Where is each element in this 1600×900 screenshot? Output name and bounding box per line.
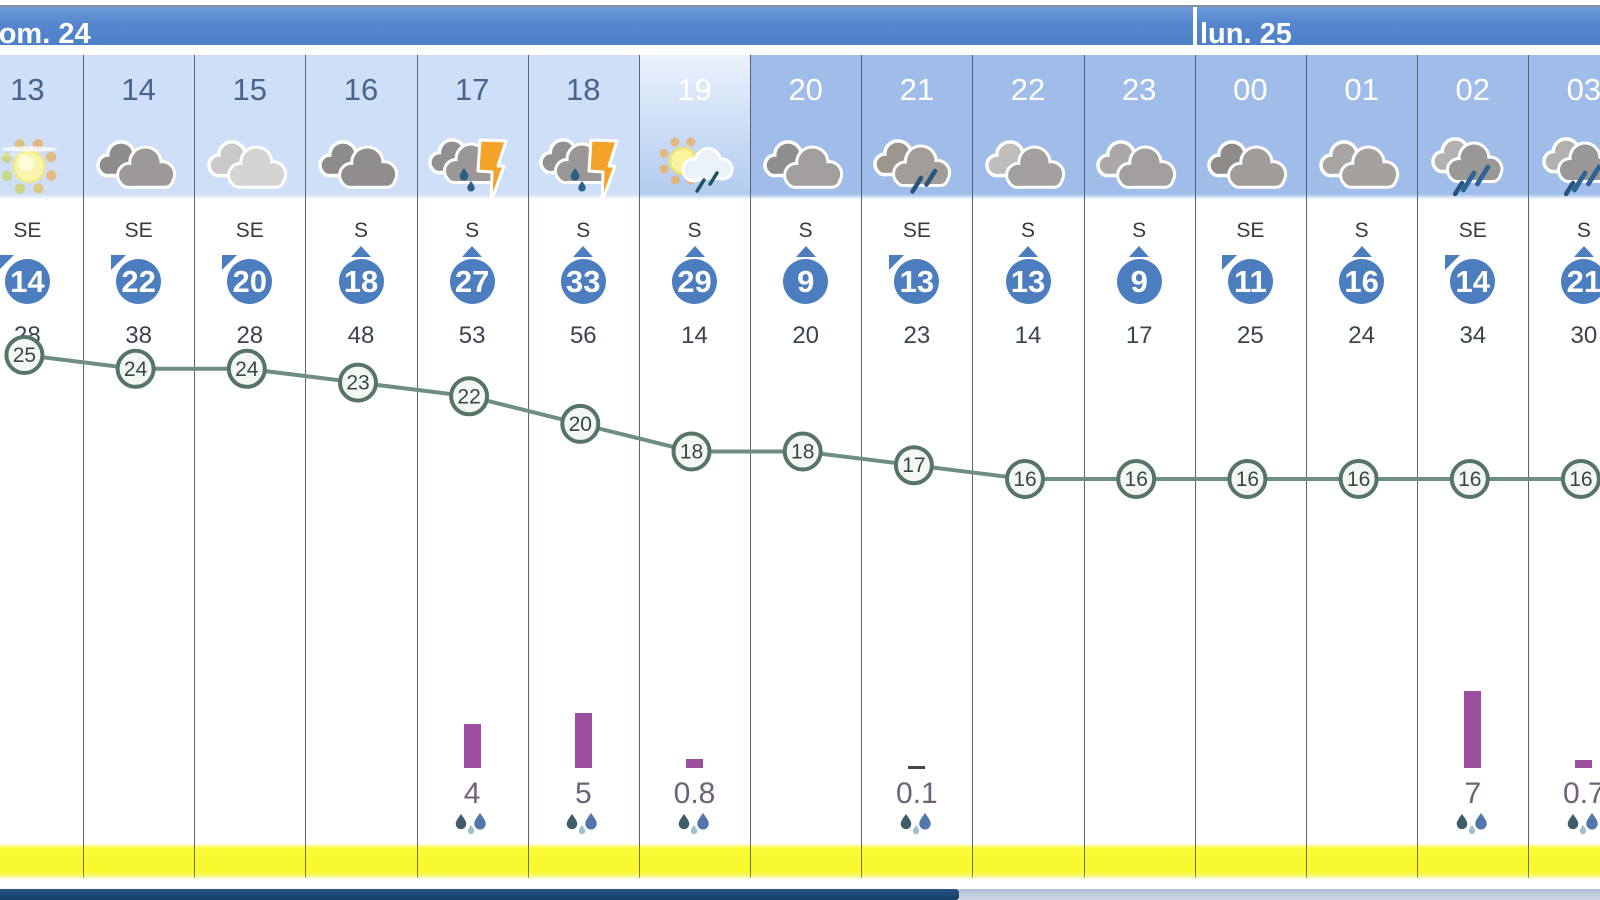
svg-text:16: 16: [1125, 468, 1148, 491]
svg-text:24: 24: [124, 358, 148, 381]
svg-text:16: 16: [1013, 468, 1036, 491]
svg-text:24: 24: [235, 358, 259, 381]
svg-text:16: 16: [1347, 468, 1370, 491]
svg-text:22: 22: [457, 385, 480, 408]
svg-text:25: 25: [13, 344, 36, 367]
svg-text:18: 18: [791, 441, 814, 464]
svg-text:16: 16: [1236, 468, 1259, 491]
svg-text:20: 20: [569, 413, 592, 436]
svg-text:18: 18: [680, 441, 703, 464]
svg-text:23: 23: [346, 372, 369, 395]
svg-text:16: 16: [1569, 468, 1592, 491]
svg-text:17: 17: [902, 454, 925, 477]
svg-text:16: 16: [1458, 468, 1481, 491]
